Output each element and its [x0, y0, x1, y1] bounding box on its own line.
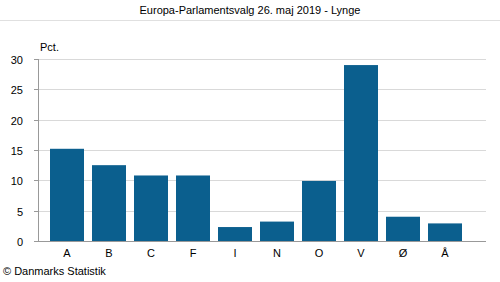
- bar: [428, 223, 462, 241]
- x-tick-label: Ø: [399, 247, 408, 259]
- y-axis-line: [38, 59, 39, 241]
- y-tick-label: 5: [17, 206, 23, 218]
- tick-mark: [34, 59, 38, 60]
- x-tick-label: I: [233, 247, 236, 259]
- x-axis-line: [38, 241, 486, 242]
- source: © Danmarks Statistik: [3, 265, 106, 277]
- tick-mark: [34, 180, 38, 181]
- title-rule: [0, 20, 500, 21]
- x-tick-label: F: [190, 247, 197, 259]
- x-tick-label: N: [273, 247, 281, 259]
- tick-mark: [34, 150, 38, 151]
- y-tick-label: 25: [11, 84, 23, 96]
- grid-line: [38, 150, 486, 151]
- grid-line: [38, 59, 486, 60]
- tick-mark: [34, 120, 38, 121]
- grid-line: [38, 120, 486, 121]
- y-tick-label: 15: [11, 145, 23, 157]
- grid-line: [38, 89, 486, 90]
- y-tick-label: 30: [11, 54, 23, 66]
- x-tick-label: A: [63, 247, 71, 259]
- bar: [386, 217, 420, 241]
- y-tick-label: 0: [17, 236, 23, 248]
- x-tick-label: V: [357, 247, 365, 259]
- title: Europa-Parlamentsvalg 26. maj 2019 - Lyn…: [140, 4, 361, 16]
- bar: [218, 227, 252, 241]
- bar: [92, 165, 126, 241]
- tick-mark: [34, 241, 38, 242]
- bar: [134, 175, 168, 241]
- y-tick-label: 20: [11, 115, 23, 127]
- bar: [176, 175, 210, 241]
- x-tick-label: O: [315, 247, 324, 259]
- y-tick-label: 10: [11, 175, 23, 187]
- tick-mark: [34, 211, 38, 212]
- bar: [302, 181, 336, 241]
- bar: [344, 65, 378, 241]
- chart: Europa-Parlamentsvalg 26. maj 2019 - Lyn…: [0, 0, 500, 282]
- x-tick-label: B: [105, 247, 112, 259]
- x-tick-label: C: [147, 247, 155, 259]
- chart-container: Europa-Parlamentsvalg 26. maj 2019 - Lyn…: [0, 0, 500, 282]
- bars: [50, 65, 462, 241]
- bar: [50, 149, 84, 241]
- x-tick-label: Å: [441, 247, 449, 259]
- y-axis-label: Pct.: [40, 41, 59, 53]
- grid-line: [38, 241, 486, 242]
- bar: [260, 222, 294, 241]
- tick-mark: [34, 89, 38, 90]
